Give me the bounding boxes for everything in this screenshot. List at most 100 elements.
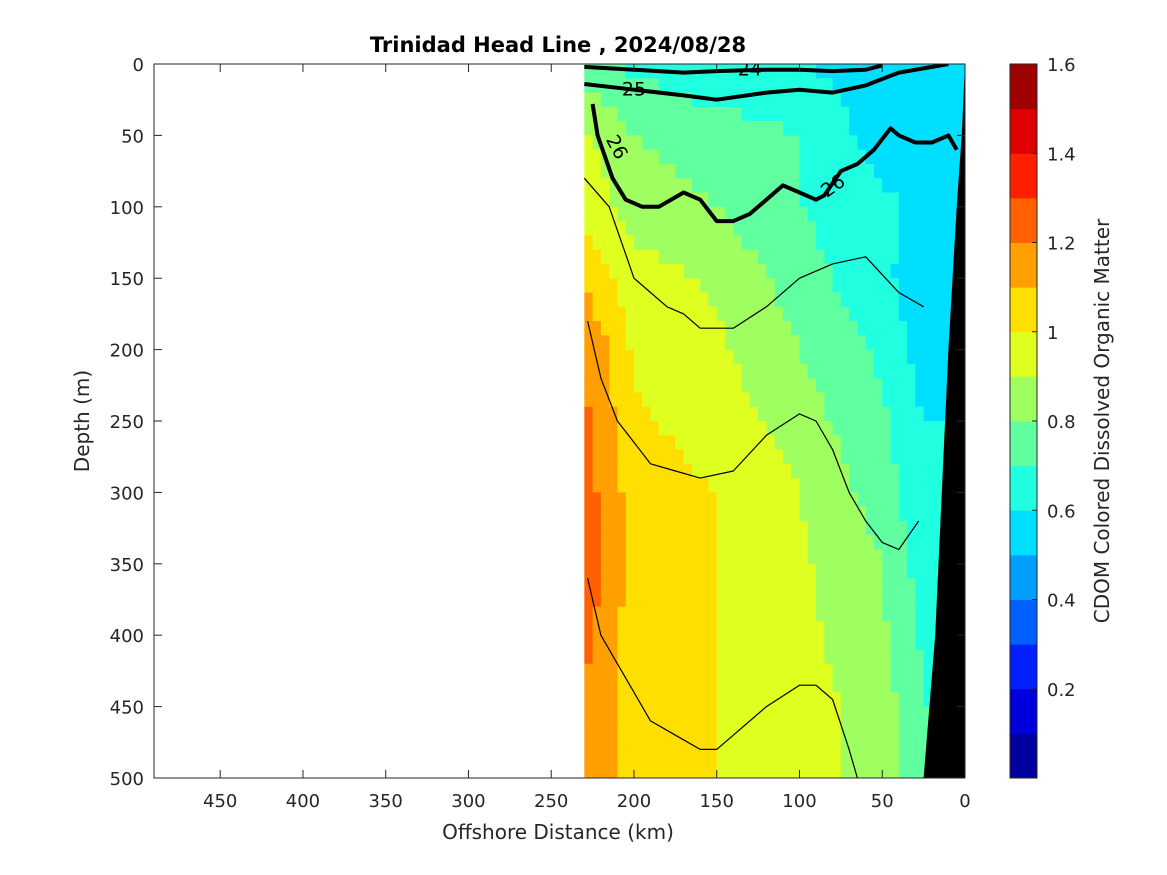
heatmap-cell (857, 449, 867, 465)
heatmap-cell (865, 635, 875, 651)
heatmap-cell (816, 163, 825, 179)
heatmap-cell (857, 592, 867, 608)
heatmap-cell (725, 206, 734, 222)
heatmap-cell (799, 378, 809, 394)
heatmap-cell (675, 520, 685, 536)
heatmap-cell (667, 592, 676, 608)
heatmap-cell (799, 763, 809, 778)
heatmap-cell (857, 206, 867, 222)
heatmap-cell (749, 292, 759, 308)
heatmap-cell (865, 363, 875, 379)
heatmap-cell (882, 735, 892, 751)
heatmap-cell (931, 178, 941, 194)
heatmap-cell (923, 106, 933, 122)
heatmap-cell (708, 292, 718, 308)
heatmap-cell (617, 106, 627, 122)
heatmap-cell (774, 535, 784, 551)
heatmap-cell (890, 135, 900, 151)
heatmap-cell (584, 535, 594, 551)
heatmap-cell (691, 578, 701, 593)
heatmap-cell (807, 535, 817, 551)
heatmap-cell (915, 92, 925, 108)
heatmap-cell (700, 292, 710, 308)
heatmap-cell (592, 64, 602, 79)
heatmap-cell (832, 292, 842, 308)
heatmap-cell (882, 649, 892, 665)
heatmap-cell (816, 349, 825, 365)
heatmap-cell (865, 720, 875, 736)
heatmap-cell (849, 292, 859, 308)
colorbar-tick-label: 0.4 (1047, 591, 1076, 612)
heatmap-cell (758, 720, 767, 736)
heatmap-cell (642, 306, 652, 322)
heatmap-cell (691, 235, 701, 251)
heatmap-cell (733, 592, 743, 608)
heatmap-cell (907, 121, 916, 136)
heatmap-cell (931, 92, 941, 108)
colorbar-segment (1010, 465, 1037, 511)
heatmap-cell (799, 663, 809, 679)
heatmap-cell (633, 720, 643, 736)
heatmap-cell (584, 392, 594, 408)
heatmap-cell (625, 178, 635, 194)
heatmap-cell (816, 278, 825, 294)
heatmap-cell (915, 492, 925, 508)
heatmap-cell (758, 421, 767, 436)
heatmap-cell (683, 549, 693, 565)
heatmap-cell (650, 278, 660, 294)
heatmap-cell (675, 592, 685, 608)
heatmap-cell (865, 478, 875, 493)
heatmap-cell (758, 349, 767, 365)
heatmap-cell (667, 335, 676, 351)
heatmap-cell (898, 449, 908, 465)
heatmap-cell (741, 306, 751, 322)
heatmap-cell (725, 678, 734, 693)
heatmap-cell (633, 249, 643, 265)
heatmap-cell (865, 449, 875, 465)
heatmap-cell (667, 506, 676, 522)
heatmap-cell (766, 135, 776, 151)
heatmap-cell (824, 649, 834, 665)
heatmap-cell (600, 378, 610, 394)
heatmap-cell (708, 392, 718, 408)
heatmap-cell (873, 149, 883, 165)
heatmap-cell (700, 249, 710, 265)
heatmap-cell (691, 720, 701, 736)
heatmap-cell (840, 306, 850, 322)
heatmap-cell (733, 706, 743, 722)
heatmap-cell (675, 449, 685, 465)
heatmap-cell (948, 92, 958, 108)
heatmap-cell (609, 406, 619, 422)
heatmap-cell (907, 221, 916, 236)
heatmap-cell (617, 378, 627, 394)
heatmap-cell (609, 121, 619, 136)
plot-title: Trinidad Head Line , 2024/08/28 (370, 33, 746, 57)
heatmap-cell (758, 763, 767, 778)
heatmap-cell (600, 135, 610, 151)
heatmap-cell (592, 620, 602, 636)
heatmap-cell (700, 349, 710, 365)
heatmap-cell (725, 392, 734, 408)
heatmap-cell (873, 492, 883, 508)
heatmap-cell (882, 335, 892, 351)
heatmap-cell (749, 592, 759, 608)
heatmap-cell (691, 163, 701, 179)
heatmap-cell (923, 149, 933, 165)
heatmap-cell (609, 363, 619, 379)
heatmap-cell (882, 421, 892, 436)
heatmap-cell (650, 363, 660, 379)
heatmap-cell (650, 349, 660, 365)
heatmap-cell (807, 421, 817, 436)
heatmap-cell (741, 278, 751, 294)
heatmap-cell (617, 549, 627, 565)
heatmap-cell (931, 463, 941, 479)
heatmap-cell (890, 549, 900, 565)
heatmap-cell (758, 335, 767, 351)
heatmap-cell (600, 563, 610, 579)
heatmap-cell (725, 78, 734, 94)
heatmap-cell (873, 720, 883, 736)
heatmap-cell (931, 221, 941, 236)
heatmap-cell (617, 292, 627, 308)
heatmap-cell (940, 278, 950, 294)
heatmap-cell (667, 349, 676, 365)
